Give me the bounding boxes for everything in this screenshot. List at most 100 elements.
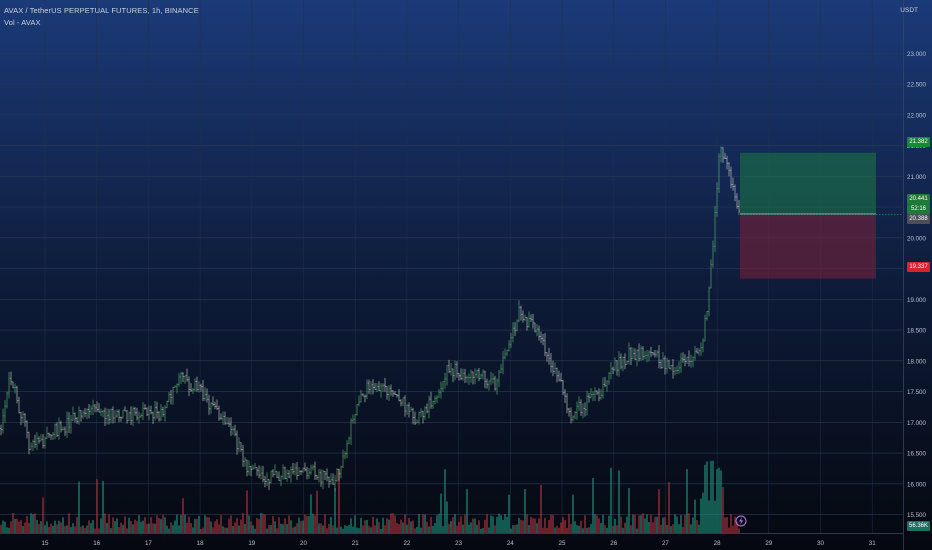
volume-bar — [74, 526, 76, 533]
volume-bar — [342, 528, 344, 533]
volume-bar — [24, 522, 26, 533]
volume-bar — [592, 477, 594, 533]
volume-bar — [546, 527, 548, 533]
volume-bar — [164, 517, 166, 533]
volume-bar — [704, 464, 706, 533]
volume-bar — [472, 518, 474, 533]
x-tick-label: 24 — [507, 540, 514, 547]
volume-bar — [434, 523, 436, 533]
y-tick-label: 17.500 — [907, 389, 926, 396]
volume-indicator-label[interactable]: Vol - AVAX — [4, 18, 41, 27]
volume-bar — [254, 528, 256, 533]
volume-bar — [116, 518, 118, 533]
volume-bar — [678, 524, 680, 533]
volume-bar — [618, 470, 620, 533]
volume-bar — [184, 514, 186, 533]
volume-bar — [234, 522, 236, 533]
volume-bar — [334, 487, 336, 533]
volume-bar — [440, 493, 442, 533]
volume-bar — [496, 516, 498, 533]
volume-bar — [632, 514, 634, 533]
volume-bar — [308, 516, 310, 533]
volume-bar — [696, 520, 698, 533]
volume-bar — [360, 517, 362, 533]
volume-bar — [634, 514, 636, 533]
volume-bar — [648, 522, 650, 533]
volume-bar — [486, 514, 488, 533]
volume-bar — [22, 526, 24, 533]
last-price-label: 20.441 — [907, 194, 930, 204]
volume-bar — [144, 517, 146, 533]
volume-bar — [646, 514, 648, 533]
volume-bar — [652, 522, 654, 533]
volume-bar — [196, 518, 198, 533]
volume-bar — [702, 492, 704, 533]
volume-bar — [10, 521, 12, 533]
volume-bar — [680, 515, 682, 533]
volume-bar — [80, 526, 82, 533]
volume-bar — [670, 526, 672, 533]
volume-bar — [138, 514, 140, 533]
volume-bar — [726, 517, 728, 533]
volume-bar — [132, 524, 134, 533]
volume-bar — [84, 528, 86, 533]
volume-bar — [34, 513, 36, 533]
volume-bar — [548, 519, 550, 533]
volume-bar — [580, 520, 582, 533]
symbol-title[interactable]: AVAX / TetherUS PERPETUAL FUTURES, 1h, B… — [4, 6, 199, 15]
volume-bar — [400, 519, 402, 533]
trade-position-zone[interactable] — [738, 152, 903, 279]
volume-bar — [476, 524, 478, 533]
volume-bar — [640, 515, 642, 533]
volume-bar — [18, 521, 20, 533]
volume-bar — [12, 513, 14, 533]
y-tick-label: 19.000 — [907, 297, 926, 304]
volume-bar — [120, 522, 122, 533]
volume-bar — [170, 522, 172, 533]
volume-bar — [470, 522, 472, 533]
volume-bar — [376, 518, 378, 533]
volume-bar — [108, 514, 110, 533]
volume-bar — [638, 515, 640, 533]
volume-bar — [178, 525, 180, 533]
volume-bar — [122, 524, 124, 533]
volume-bar — [148, 523, 150, 533]
candle-countdown-label: 52:16 — [907, 204, 930, 214]
volume-bar — [150, 517, 152, 533]
x-tick-label: 19 — [248, 540, 255, 547]
volume-bar — [8, 527, 10, 533]
volume-bar — [258, 519, 260, 533]
volume-bar — [320, 523, 322, 533]
volume-bar — [112, 517, 114, 533]
volume-bar — [306, 516, 308, 533]
volume-bar — [514, 524, 516, 533]
volume-bar — [650, 514, 652, 533]
time-axis[interactable]: 15 16 17 18 19 20 21 22 23 24 25 26 27 28 29 30 31 — [42, 540, 877, 547]
volume-bar — [594, 513, 596, 533]
volume-bar — [182, 498, 184, 533]
volume-bar — [442, 526, 444, 533]
volume-bar — [408, 518, 410, 533]
loss-zone — [740, 213, 876, 279]
volume-bar — [38, 524, 40, 533]
volume-bar — [590, 524, 592, 533]
volume-bar — [522, 520, 524, 533]
volume-bar — [140, 521, 142, 533]
volume-bar — [324, 514, 326, 533]
volume-bar — [276, 528, 278, 533]
volume-bar — [452, 517, 454, 533]
lightning-icon[interactable] — [735, 515, 747, 527]
volume-bar — [278, 517, 280, 533]
volume-bar — [508, 494, 510, 533]
volume-bar — [220, 515, 222, 533]
volume-bar — [672, 524, 674, 533]
volume-bar — [478, 520, 480, 533]
volume-bar — [686, 469, 688, 533]
volume-bar — [736, 521, 738, 533]
y-tick-label: 18.000 — [907, 358, 926, 365]
volume-bar — [392, 513, 394, 533]
y-tick-label: 16.000 — [907, 481, 926, 488]
volume-bar — [586, 527, 588, 533]
